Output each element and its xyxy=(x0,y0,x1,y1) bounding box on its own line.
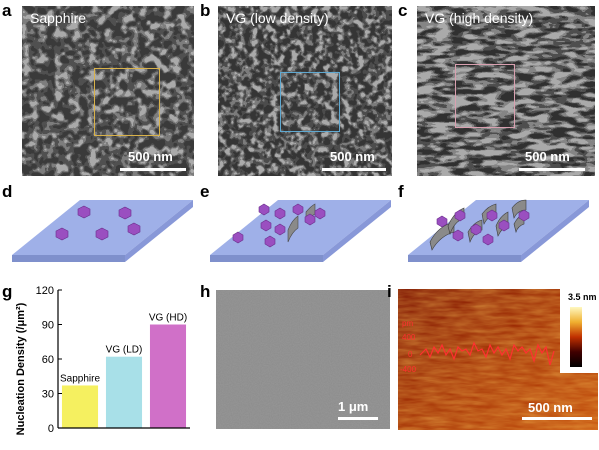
y-tick-label: 30 xyxy=(42,389,54,401)
sem-label: VG (high density) xyxy=(425,10,534,26)
y-tick-label: 0 xyxy=(48,423,54,435)
sem-texture xyxy=(417,6,595,176)
afm-height-map: 3.5 nm pm 400 0 -400 500 nm xyxy=(398,289,598,430)
nucleus-hexagons xyxy=(55,205,141,241)
substrate-front xyxy=(210,255,323,262)
sem-image-vg-low-density: VG (low density) 500 nm xyxy=(218,6,392,176)
sem-texture xyxy=(218,6,392,176)
colorbar-max-label: 3.5 nm xyxy=(568,292,597,302)
sem-image-sapphire: Sapphire 500 nm xyxy=(22,6,194,176)
profile-tick-label: 0 xyxy=(408,350,413,359)
roi-box xyxy=(455,64,515,128)
profile-unit-label: pm xyxy=(402,319,414,328)
bar-category-label: VG (LD) xyxy=(106,345,143,356)
scale-text: 500 nm xyxy=(528,400,573,415)
panel-letter-i: i xyxy=(387,282,392,301)
scale-bar xyxy=(522,417,592,420)
bar-category-label: VG (HD) xyxy=(149,313,187,324)
scale-text: 500 nm xyxy=(525,149,570,164)
substrate-side xyxy=(323,200,391,262)
substrate-top xyxy=(12,200,193,255)
sem-label: Sapphire xyxy=(30,10,87,26)
substrate-side xyxy=(125,200,193,262)
bar xyxy=(105,356,143,428)
panel-letter-f: f xyxy=(398,182,404,201)
y-tick-label: 90 xyxy=(42,320,54,332)
scale-text: 1 μm xyxy=(338,399,369,414)
scale-bar xyxy=(519,168,585,171)
panel-letter-g: g xyxy=(2,282,13,301)
profile-tick-label: 400 xyxy=(402,333,416,342)
panel-letter-d: d xyxy=(2,182,13,201)
scale-bar xyxy=(120,168,186,171)
sem-image-vg-high-density: VG (high density) 500 nm xyxy=(417,6,595,176)
panel-letter-c: c xyxy=(398,1,408,20)
y-tick-label: 60 xyxy=(42,354,54,366)
substrate-front xyxy=(12,255,125,262)
panel-letter-a: a xyxy=(2,1,12,20)
sem-texture xyxy=(216,290,390,429)
roi-box xyxy=(94,68,160,136)
profile-tick-label: -400 xyxy=(400,365,417,374)
nucleus-hexagons xyxy=(436,209,530,246)
substrate-front xyxy=(408,255,521,262)
schematic-vg-low-density xyxy=(210,200,391,262)
y-tick-label: 120 xyxy=(36,285,54,297)
sem-label: VG (low density) xyxy=(226,10,329,26)
substrate-top xyxy=(210,200,391,255)
bar xyxy=(61,385,99,428)
schematic-vg-high-density xyxy=(408,199,589,262)
substrate-side xyxy=(521,200,589,262)
afm-texture xyxy=(398,289,598,430)
scale-bar xyxy=(322,168,386,171)
panel-letter-h: h xyxy=(200,282,211,301)
bar-chart-nucleation-density: Sapphire VG (LD) VG (HD) 0 30 60 90 120 Nucleati… xyxy=(15,285,190,435)
sem-image-full-coverage: 1 μm xyxy=(216,290,390,429)
height-profile-line xyxy=(419,341,555,366)
y-axis-label: Nucleation Density (/μm²) xyxy=(15,302,27,435)
nucleus-hexagons xyxy=(232,203,326,248)
sem-texture xyxy=(22,6,194,176)
bar-category-label: Sapphire xyxy=(60,373,100,384)
schematic-sapphire xyxy=(12,200,193,262)
afm-colorbar xyxy=(570,307,582,367)
scale-text: 500 nm xyxy=(330,149,375,164)
roi-box xyxy=(280,72,340,132)
scale-text: 500 nm xyxy=(128,149,173,164)
panel-letter-b: b xyxy=(200,1,211,20)
bar xyxy=(149,324,187,428)
scale-bar xyxy=(338,417,378,420)
panel-letter-e: e xyxy=(200,182,210,201)
